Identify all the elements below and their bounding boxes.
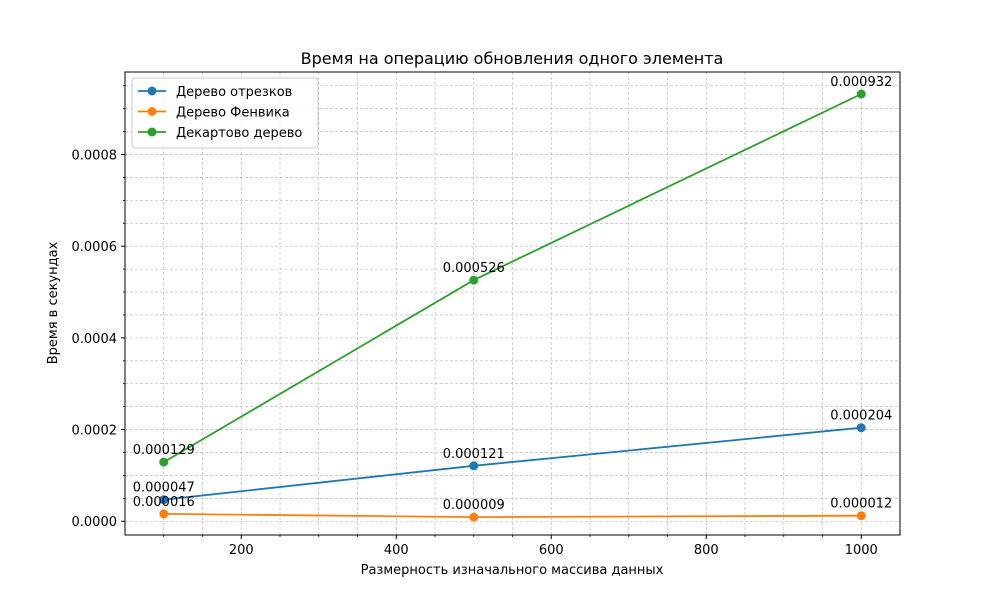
data-label: 0.000016 [133,495,195,510]
x-tick-label: 800 [694,543,719,558]
legend-box [131,77,319,149]
legend-marker [147,127,157,137]
x-axis-label: Размерность изначального массива данных [361,563,664,578]
y-tick-label: 0.0006 [72,240,118,255]
series-3 [159,89,866,467]
y-tick-label: 0.0000 [72,515,118,530]
legend-label: Дерево отрезков [176,85,292,100]
axis-ticks: 200 400 600 800 1000 0.0000 0.0002 0.0004 0.0006… [72,85,878,558]
data-point [469,275,479,285]
legend-marker [147,107,157,116]
series-1 [159,423,866,505]
data-point [469,512,479,522]
y-axis-label: Время в секундах [46,241,61,364]
legend-entry: Дерево Фенвика [138,106,290,121]
x-tick-label: 600 [539,543,564,558]
x-tick-label: 400 [384,543,409,558]
data-label: 0.000047 [133,481,195,496]
data-point [469,461,479,471]
legend-entry: Дерево отрезков [138,85,292,100]
y-tick-label: 0.0002 [72,424,118,439]
data-point [159,457,169,467]
data-label: 0.000009 [443,498,505,513]
legend: Дерево отрезков Дерево Фенвика Декартово д… [131,77,319,149]
data-label: 0.000526 [443,261,505,276]
legend-label: Декартово дерево [176,126,302,141]
legend-label: Дерево Фенвика [176,106,290,121]
data-label: 0.000121 [443,447,505,462]
data-label: 0.000932 [830,75,892,90]
x-tick-label: 200 [229,543,254,558]
data-point [856,423,866,433]
data-point [159,495,169,505]
series-group [159,89,866,522]
y-tick-label: 0.0004 [72,332,118,347]
x-tick-label: 1000 [845,543,878,558]
chart-title: Время на операцию обновления одного элем… [301,49,724,68]
data-point [159,509,169,519]
legend-entry: Декартово дерево [138,126,302,141]
y-tick-label: 0.0008 [72,149,118,164]
legend-marker [147,86,157,96]
data-label: 0.000129 [133,443,195,458]
series-2 [159,509,866,522]
data-label: 0.000012 [830,497,892,512]
data-point [856,89,866,99]
data-label: 0.000204 [830,409,892,424]
data-point [856,511,866,521]
data-labels: 0.000047 0.000121 0.000204 0.000016 0.000009… [133,75,893,513]
